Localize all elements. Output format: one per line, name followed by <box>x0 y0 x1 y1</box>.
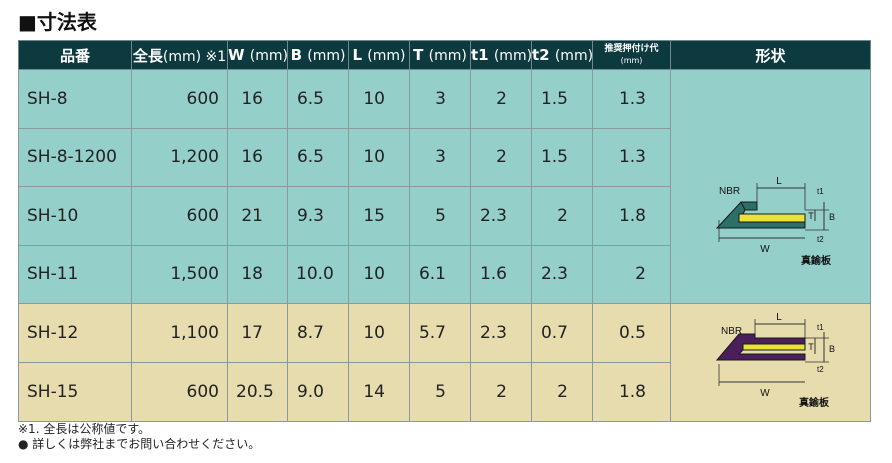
title-text: ■寸法表 <box>18 9 97 34</box>
table-row: SH-8-1200 1,200 16 6.5 10 3 2 1.5 1.3 <box>18 127 871 187</box>
profile-diagram-sand: NBR L W T B t1 t2 真鍮板 <box>715 312 835 409</box>
header-w: W (mm) <box>227 40 288 70</box>
table-row: SH-8 600 16 6.5 10 3 2 1.5 1.3 <box>18 69 871 304</box>
cell-t1: 2 <box>470 69 532 129</box>
label-t2: t2 <box>817 235 824 244</box>
cell-w: 18 <box>227 244 288 304</box>
footnote-1: ※1. 全長は公称値です。 <box>18 422 151 436</box>
cell-length: 600 <box>131 69 228 129</box>
cell-t1: 1.6 <box>470 244 532 304</box>
cell-b: 9.0 <box>287 362 349 422</box>
cell-t: 6.1 <box>409 244 471 304</box>
cell-b: 10.0 <box>287 244 349 304</box>
cell-b: 6.5 <box>287 69 349 129</box>
cell-t1: 2 <box>470 127 532 187</box>
label-t1: t1 <box>817 323 824 332</box>
label-nbr: NBR <box>719 186 740 197</box>
label-w: W <box>760 388 770 399</box>
cell-w: 21 <box>227 186 288 246</box>
cell-l: 10 <box>348 244 410 304</box>
cell-length: 1,200 <box>131 127 228 187</box>
cell-l: 14 <box>348 362 410 422</box>
header-length: 全長(mm) ※1 <box>131 40 228 70</box>
cell-t: 3 <box>409 69 471 129</box>
cell-recommended-press: 1.8 <box>592 362 671 422</box>
cell-w: 16 <box>227 127 288 187</box>
label-nbr: NBR <box>721 326 742 337</box>
label-brass-plate: 真鍮板 <box>801 254 832 267</box>
cell-t: 3 <box>409 127 471 187</box>
cell-recommended-press: 1.8 <box>592 186 671 246</box>
cell-t2: 1.5 <box>531 69 593 129</box>
cell-t: 5 <box>409 362 471 422</box>
cell-part-no: SH-11 <box>18 244 132 304</box>
label-t2: t2 <box>817 365 824 374</box>
label-l: L <box>776 312 782 323</box>
cell-w: 16 <box>227 69 288 129</box>
cell-t2: 2 <box>531 362 593 422</box>
label-l: L <box>776 176 782 187</box>
header-b: B (mm) <box>287 40 349 70</box>
header-part-no: 品番 <box>18 40 132 70</box>
cell-l: 15 <box>348 186 410 246</box>
cell-recommended-press: 0.5 <box>592 303 671 363</box>
cell-part-no: SH-12 <box>18 303 132 363</box>
cell-l: 10 <box>348 127 410 187</box>
cell-length: 1,100 <box>131 303 228 363</box>
label-t: T <box>808 211 814 221</box>
cell-length: 600 <box>131 186 228 246</box>
cell-recommended-press: 1.3 <box>592 69 671 129</box>
cell-recommended-press: 1.3 <box>592 127 671 187</box>
header-l: L (mm) <box>348 40 410 70</box>
cell-l: 10 <box>348 303 410 363</box>
cell-t: 5 <box>409 186 471 246</box>
cell-t1: 2 <box>470 362 532 422</box>
cell-part-no: SH-8-1200 <box>18 127 132 187</box>
label-t: T <box>808 342 814 352</box>
cell-part-no: SH-10 <box>18 186 132 246</box>
cell-t1: 2.3 <box>470 303 532 363</box>
table-row: SH-12 1,100 17 8.7 10 5.7 2.3 0.7 0.5 <box>18 303 871 422</box>
cell-t2: 1.5 <box>531 127 593 187</box>
cell-b: 9.3 <box>287 186 349 246</box>
cell-w: 17 <box>227 303 288 363</box>
header-row: 品番 全長(mm) ※1 W (mm) B (mm) L (mm) T (mm)… <box>18 40 871 70</box>
cell-part-no: SH-8 <box>18 69 132 129</box>
label-brass-plate: 真鍮板 <box>799 396 830 409</box>
header-t2: t2 (mm) <box>531 40 593 70</box>
table-row: SH-10 600 21 9.3 15 5 2.3 2 1.8 <box>18 186 871 246</box>
page-title: ■寸法表 <box>18 7 97 34</box>
table-row: SH-15 600 20.5 9.0 14 5 2 2 1.8 <box>18 362 871 422</box>
header-t1: t1 (mm) <box>470 40 532 70</box>
profile-diagram-teal: NBR L W T B t1 t2 真鍮板 <box>715 176 835 267</box>
cell-recommended-press: 2 <box>592 244 671 304</box>
header-t: T (mm) <box>409 40 471 70</box>
label-w: W <box>760 244 770 255</box>
cell-b: 8.7 <box>287 303 349 363</box>
dimension-table: 品番 全長(mm) ※1 W (mm) B (mm) L (mm) T (mm)… <box>18 40 871 422</box>
cell-t2: 2.3 <box>531 244 593 304</box>
header-recommended-press: 推奨押付け代 (mm) <box>592 40 671 70</box>
label-b: B <box>829 212 835 222</box>
cell-length: 1,500 <box>131 244 228 304</box>
shape-cell-teal: NBR L W T B t1 t2 真鍮板 <box>670 69 871 304</box>
cell-t2: 2 <box>531 186 593 246</box>
cell-l: 10 <box>348 69 410 129</box>
cell-b: 6.5 <box>287 127 349 187</box>
table-row: SH-11 1,500 18 10.0 10 6.1 1.6 2.3 2 <box>18 244 871 304</box>
label-t1: t1 <box>817 187 824 196</box>
cell-t1: 2.3 <box>470 186 532 246</box>
cell-t: 5.7 <box>409 303 471 363</box>
cell-part-no: SH-15 <box>18 362 132 422</box>
label-b: B <box>829 344 835 354</box>
cell-w: 20.5 <box>227 362 288 422</box>
shape-cell-sand: NBR L W T B t1 t2 真鍮板 <box>670 303 871 422</box>
footnote-2: ● 詳しくは弊社までお問い合わせください。 <box>18 437 261 451</box>
header-shape: 形状 <box>670 40 871 70</box>
cell-length: 600 <box>131 362 228 422</box>
footnotes: ※1. 全長は公称値です。 ● 詳しくは弊社までお問い合わせください。 <box>18 422 260 452</box>
cell-t2: 0.7 <box>531 303 593 363</box>
